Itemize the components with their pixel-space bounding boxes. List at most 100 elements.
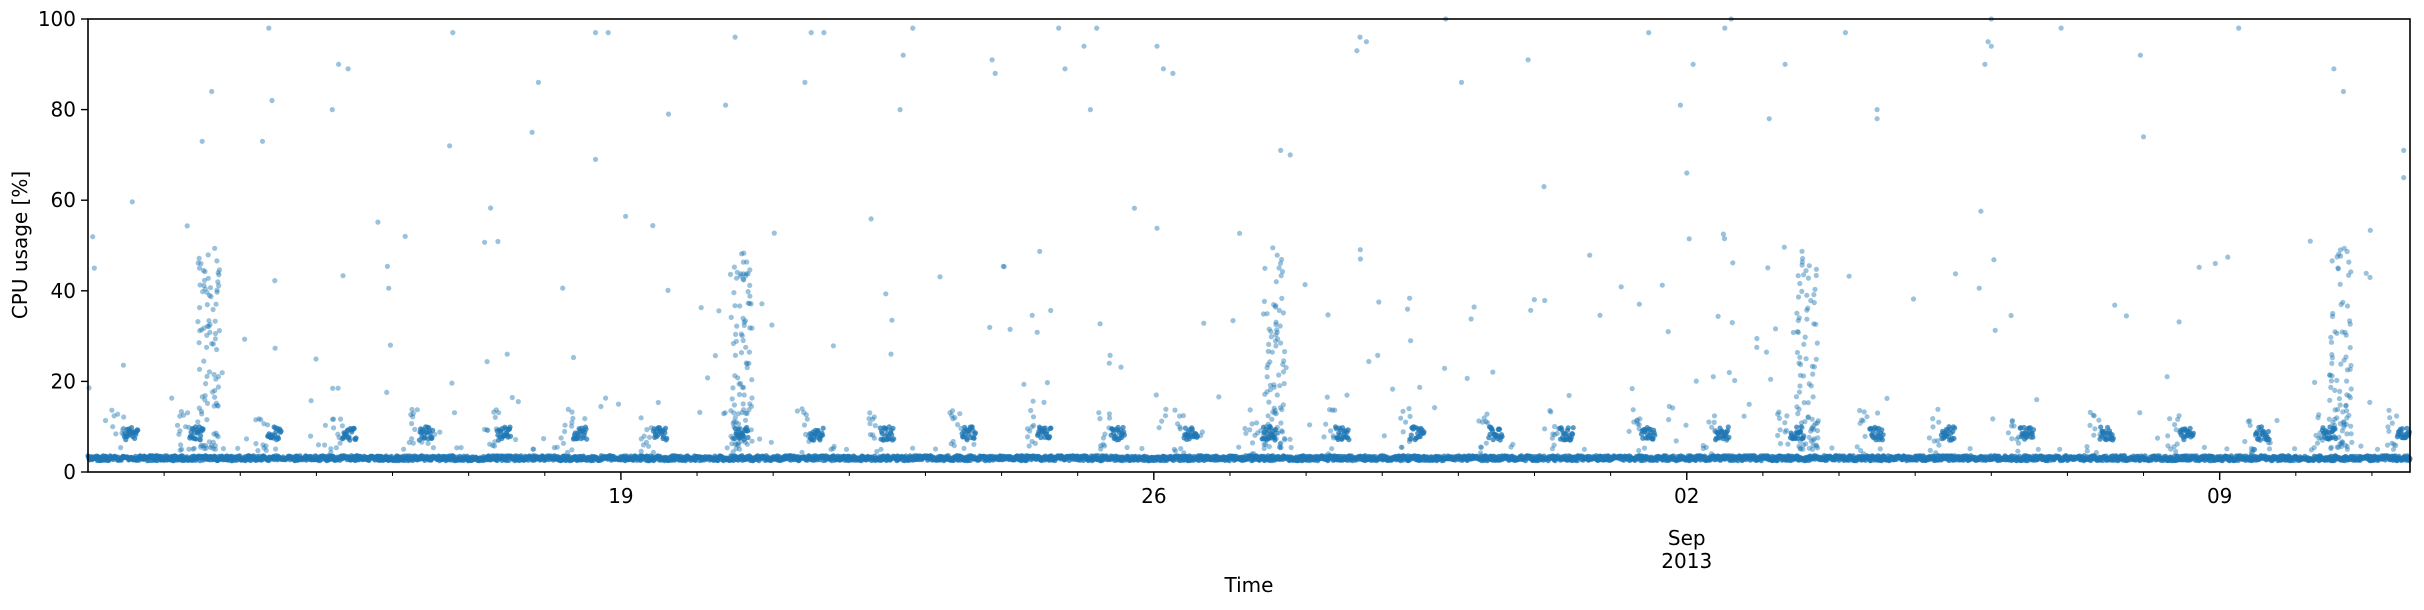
data-point — [1251, 451, 1257, 457]
data-point — [275, 435, 282, 442]
data-point — [870, 416, 876, 422]
data-point — [1247, 407, 1253, 413]
data-point — [1407, 413, 1413, 419]
data-point — [260, 442, 266, 448]
data-point — [1406, 406, 1412, 412]
data-point — [1327, 407, 1333, 413]
data-point — [113, 431, 119, 437]
data-point — [178, 409, 184, 415]
data-point — [646, 434, 653, 440]
data-point — [801, 422, 808, 428]
data-point — [1497, 426, 1503, 432]
data-point — [1346, 437, 1352, 443]
data-point — [492, 414, 498, 420]
data-point — [347, 437, 353, 443]
data-point — [891, 436, 897, 442]
data-point — [1032, 440, 1038, 446]
data-point — [640, 442, 647, 448]
data-point — [794, 408, 801, 414]
data-point — [1106, 425, 1112, 431]
data-point — [584, 436, 590, 442]
data-point — [200, 426, 206, 432]
data-point — [1325, 451, 1331, 457]
data-point — [1024, 426, 1031, 432]
data-point — [638, 415, 644, 421]
data-point — [724, 445, 730, 451]
data-point — [111, 413, 117, 419]
data-point — [265, 422, 271, 428]
data-point — [1328, 428, 1334, 434]
data-point — [121, 425, 127, 431]
data-point — [1329, 446, 1335, 452]
data-point — [650, 449, 657, 455]
data-point — [638, 448, 644, 454]
data-point — [952, 415, 958, 421]
data-point — [1252, 432, 1258, 438]
data-point — [1421, 429, 1427, 435]
data-point — [110, 424, 116, 430]
data-point — [804, 416, 810, 422]
data-point — [121, 431, 127, 437]
data-point — [947, 410, 953, 416]
data-point — [1171, 446, 1177, 452]
data-point — [493, 426, 499, 432]
data-point — [806, 438, 812, 444]
data-point — [662, 425, 669, 431]
data-point — [562, 428, 568, 435]
data-point — [820, 425, 826, 431]
data-point — [1254, 420, 1260, 426]
data-point — [1345, 427, 1351, 433]
data-point — [333, 445, 339, 451]
data-point — [957, 411, 963, 417]
data-point — [1028, 407, 1034, 414]
data-point — [664, 435, 670, 441]
data-point — [1177, 413, 1183, 419]
data-point — [955, 422, 961, 428]
data-point — [1121, 432, 1127, 438]
data-point — [406, 439, 412, 446]
data-point — [1096, 410, 1102, 416]
data-point — [328, 449, 334, 456]
data-point — [412, 426, 418, 432]
data-point — [562, 422, 568, 428]
data-point — [1100, 435, 1106, 441]
data-point — [135, 427, 141, 433]
data-point — [867, 421, 873, 427]
data-point — [722, 410, 728, 416]
data-point — [1047, 434, 1053, 440]
data-point — [1403, 419, 1409, 425]
data-point — [1177, 424, 1183, 430]
data-points — [85, 16, 2413, 464]
data-point — [185, 410, 191, 416]
data-point — [1406, 438, 1412, 445]
data-point — [1400, 408, 1406, 414]
data-point — [1120, 424, 1126, 431]
data-point — [948, 441, 954, 447]
data-point — [1029, 424, 1035, 430]
data-point — [186, 424, 192, 430]
data-point — [820, 432, 826, 438]
data-point — [583, 426, 589, 432]
data-point — [805, 434, 812, 440]
data-point — [508, 433, 514, 439]
data-point — [330, 416, 337, 422]
data-point — [176, 431, 182, 437]
data-point — [662, 430, 668, 436]
data-point — [1172, 407, 1178, 413]
data-point — [1332, 407, 1338, 413]
data-point — [353, 435, 359, 441]
data-point — [335, 431, 341, 437]
data-point — [414, 407, 420, 413]
data-point — [731, 410, 737, 416]
data-point — [1400, 429, 1406, 435]
data-point — [1398, 415, 1404, 421]
data-point — [799, 449, 805, 455]
data-point — [409, 421, 415, 427]
data-point — [1025, 434, 1031, 440]
data-point — [278, 428, 284, 434]
data-point — [263, 447, 269, 453]
data-point — [1030, 414, 1037, 420]
data-point — [558, 435, 564, 441]
data-point — [1106, 411, 1112, 417]
